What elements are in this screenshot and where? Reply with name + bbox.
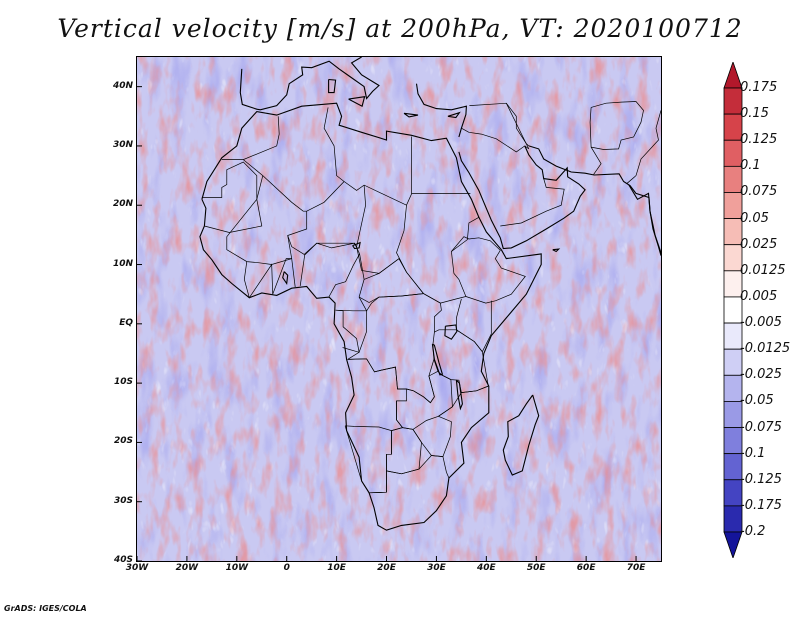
colorbar-min-arrow	[723, 531, 743, 560]
lat-tick-label: 20N	[112, 199, 133, 210]
lake-tanganyika	[431, 343, 444, 376]
border-saudi-yemen	[500, 178, 565, 227]
cyprus-island	[447, 111, 461, 119]
colorbar-graphic	[723, 60, 743, 560]
lon-tick-label: 10W	[225, 563, 249, 573]
colorbar-level-label: 0.175	[740, 80, 778, 95]
socotra-island	[552, 248, 561, 253]
lon-tick-label: 70E	[626, 563, 646, 573]
colorbar-level-label: 0.15	[740, 106, 769, 122]
border-libya	[343, 136, 412, 206]
india-coastline	[628, 184, 661, 255]
colorbar-level-label: 0.0125	[740, 262, 786, 278]
border-botswana	[386, 427, 422, 475]
border-angola	[345, 358, 407, 431]
europe-coastline	[239, 57, 380, 111]
lat-tick-label: 20S	[113, 436, 133, 447]
colorbar-level-label: -0.025	[740, 367, 782, 383]
border-mauritania	[201, 161, 263, 233]
velocity-field-map	[137, 57, 661, 561]
border-nigeria	[299, 242, 360, 297]
colorbar	[718, 60, 748, 560]
colorbar-level-label: 0.025	[740, 236, 778, 252]
lon-tick-label: 50E	[526, 563, 546, 573]
border-mozambique	[438, 385, 489, 417]
border-iran-pakistan	[589, 107, 602, 175]
lake-malawi	[455, 379, 463, 411]
colorbar-level-label: -0.0125	[740, 341, 791, 357]
colorbar-level-label: -0.175	[740, 497, 782, 513]
border-niger	[287, 211, 357, 255]
lon-tick-label: 10E	[327, 563, 346, 573]
border-morocco	[221, 116, 280, 160]
lon-tick-label: 20E	[377, 563, 396, 573]
colorbar-level-label: 0.075	[740, 184, 778, 200]
border-algeria-tunisia	[243, 107, 345, 212]
colorbar-level-label: -0.05	[740, 393, 774, 409]
border-cameroon	[335, 253, 368, 312]
colorbar-level-label: 0.05	[740, 210, 769, 226]
lat-tick-label: 40N	[112, 80, 133, 91]
turkey-coastline	[415, 83, 467, 138]
lon-tick-label: 30W	[125, 563, 149, 573]
colorbar-level-label: -0.125	[740, 471, 782, 487]
colorbar-level-label: -0.1	[740, 445, 766, 461]
madagascar-coastline	[502, 394, 540, 476]
lon-tick-label: 20W	[175, 563, 199, 573]
map-panel	[136, 56, 662, 562]
colorbar-level-label: 0.1	[740, 158, 761, 174]
lat-tick-label: 10S	[113, 377, 133, 388]
sardinia-island	[328, 78, 337, 94]
border-westafrica	[243, 258, 296, 299]
border-afghanistan	[591, 101, 644, 150]
colorbar-level-label: 0.125	[740, 132, 778, 148]
colorbar-level-label: 0.005	[740, 288, 778, 304]
sicily-island	[348, 96, 366, 108]
border-pakistan-india	[626, 110, 661, 184]
lat-tick-label: 40S	[113, 555, 133, 565]
colorbar-level-label: -0.2	[740, 524, 766, 539]
field-ascending-texture	[137, 57, 661, 561]
coastlines	[199, 57, 661, 531]
colorbar-level-label: -0.005	[740, 315, 782, 331]
lon-tick-label: 30E	[427, 563, 446, 573]
footer-credit: GrADS: IGES/COLA	[4, 604, 87, 613]
border-iran-iraq	[506, 102, 530, 147]
colorbar-level-label: -0.075	[740, 419, 782, 435]
lat-tick-label: 10N	[112, 258, 133, 269]
lake-victoria	[444, 324, 458, 340]
border-middleeast	[461, 102, 530, 153]
lon-tick-label: 40E	[476, 563, 496, 573]
lon-tick-label: 0	[283, 563, 290, 573]
lat-tick-label: 30S	[113, 495, 133, 506]
lat-tick-label: 30N	[112, 139, 133, 150]
chart-title: Vertical velocity [m/s] at 200hPa, VT: 2…	[57, 14, 743, 43]
lat-tick-label: EQ	[119, 317, 133, 328]
crete-island	[403, 112, 419, 118]
arabia-coastline	[458, 145, 586, 250]
border-ethiopia	[451, 236, 526, 304]
africa-coastline	[199, 102, 542, 531]
lon-tick-label: 60E	[576, 563, 596, 573]
border-gabon-congo	[335, 309, 360, 353]
lake-volta	[282, 271, 289, 286]
country-borders	[201, 101, 661, 494]
